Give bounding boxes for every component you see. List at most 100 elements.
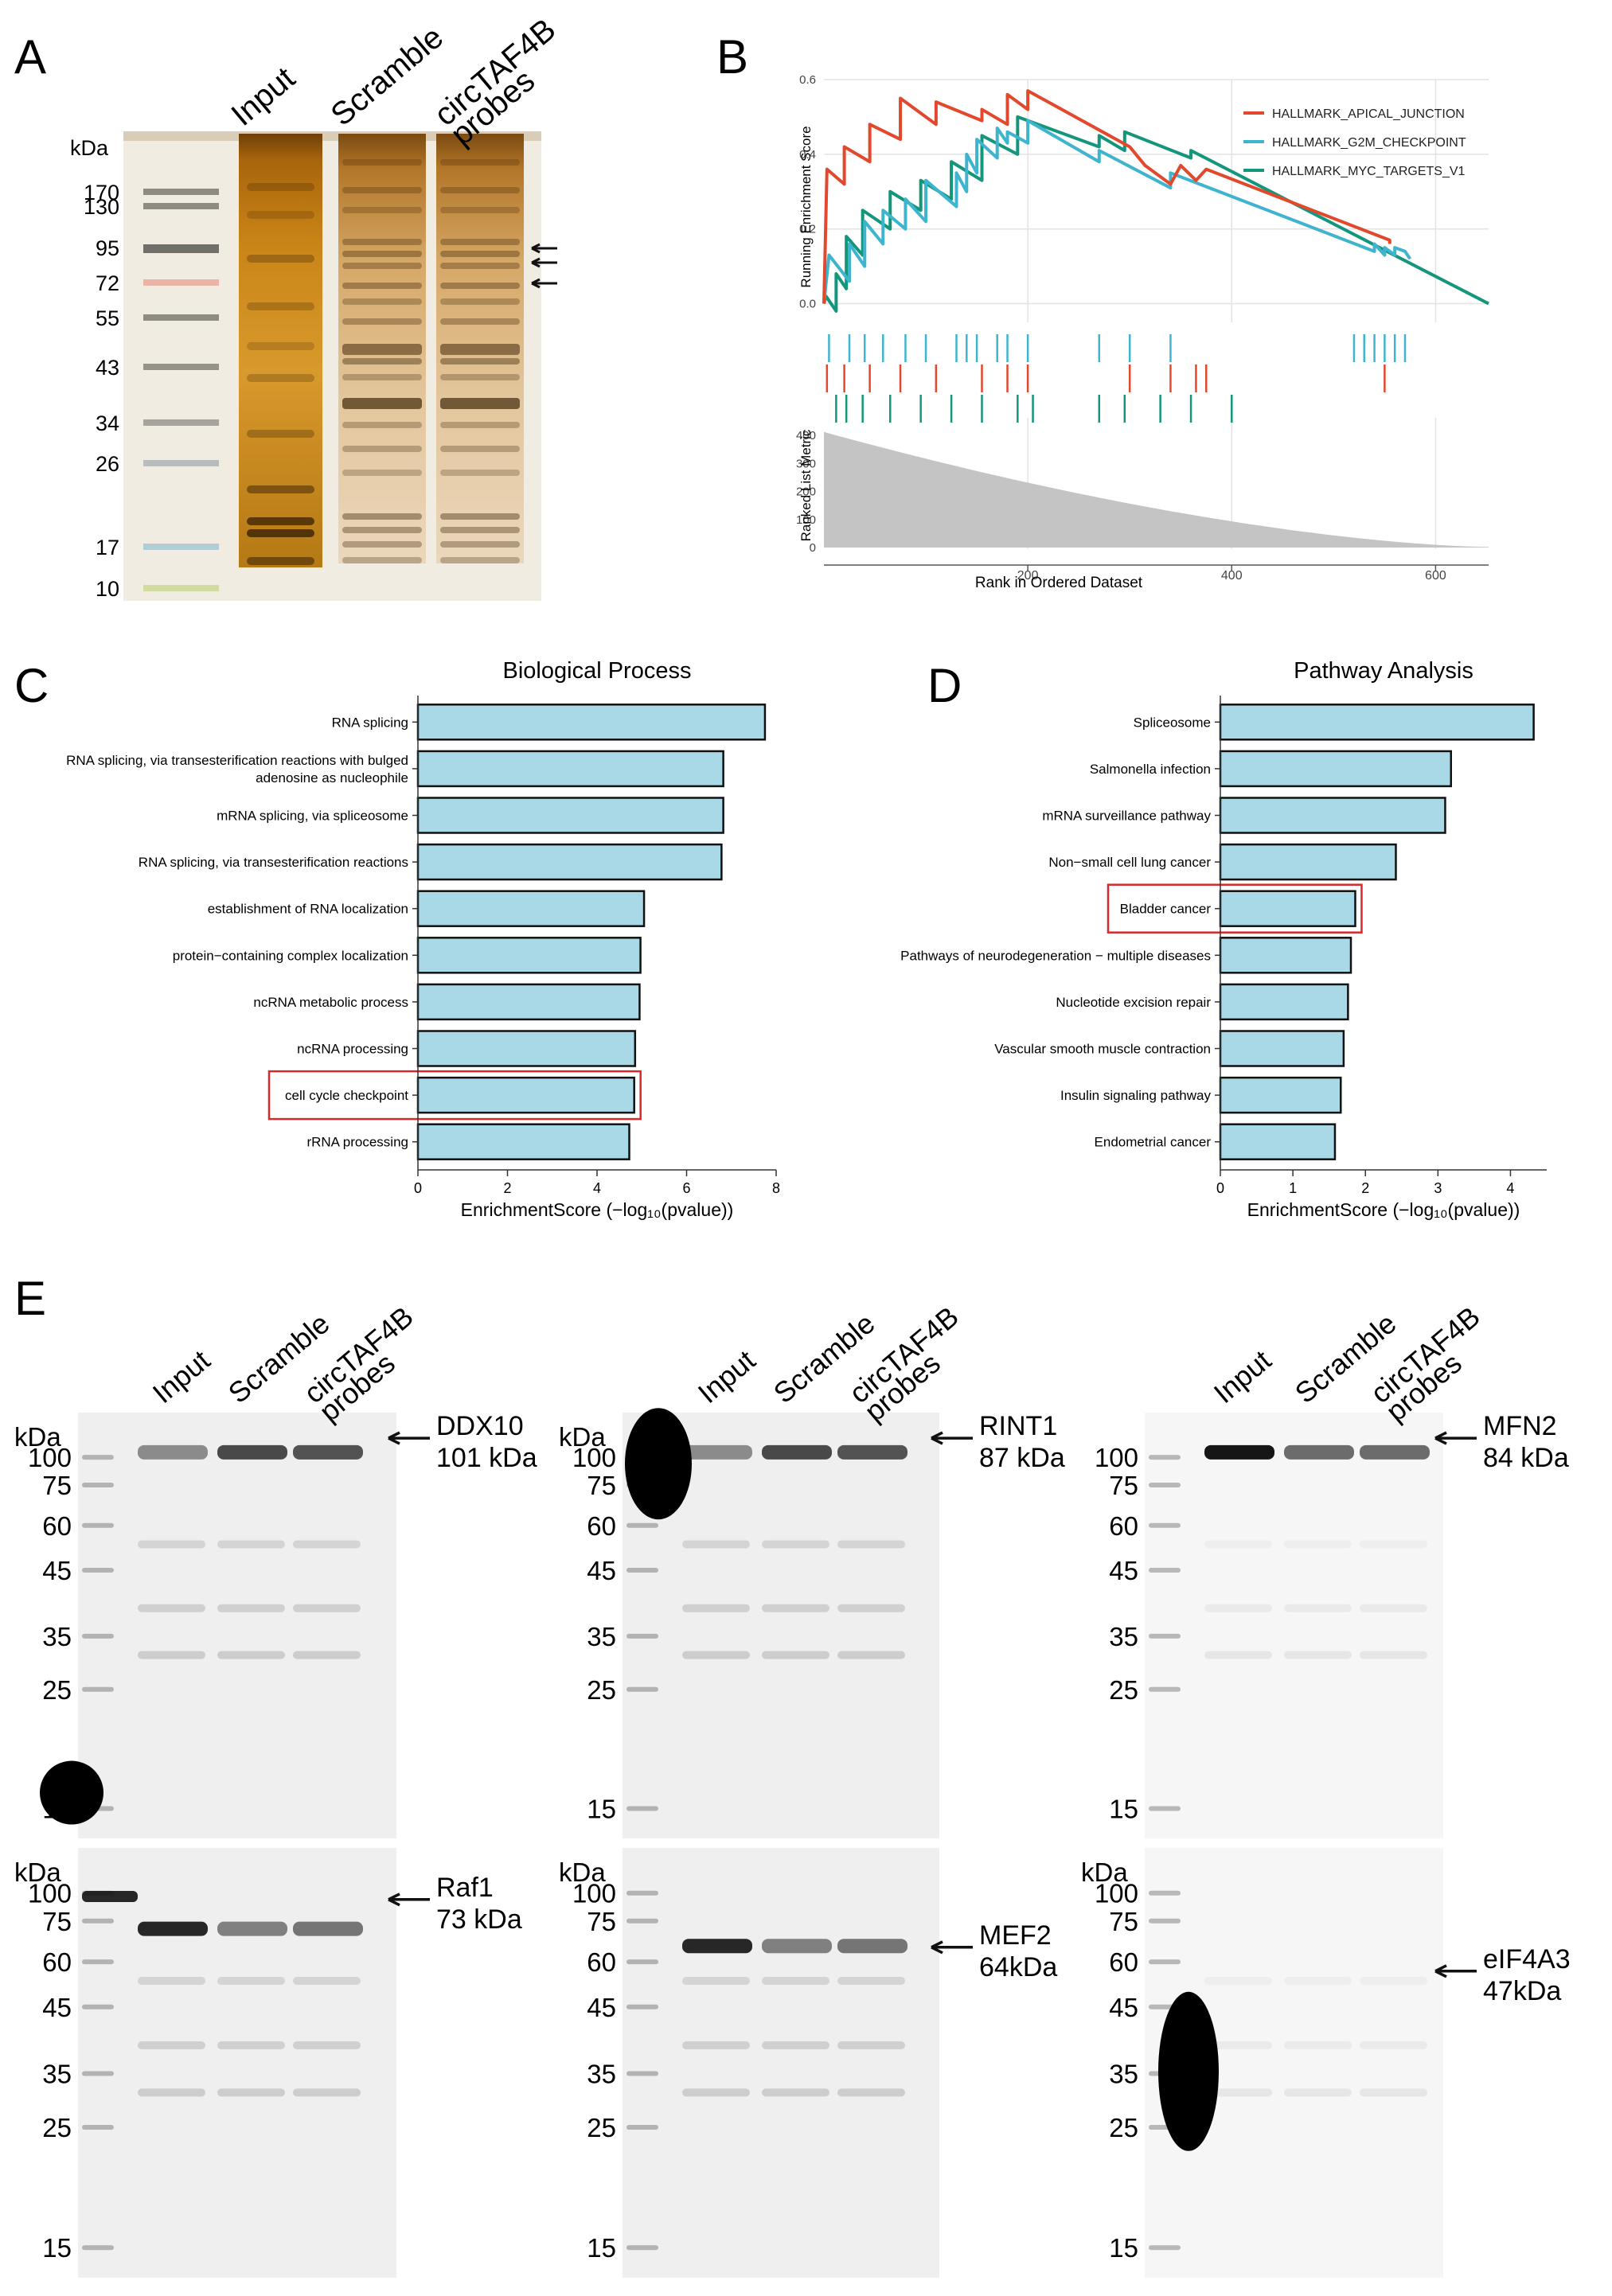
bar-x-tick-1-1: 2 — [503, 1180, 511, 1196]
blot-size-4: 64kDa — [979, 1952, 1057, 1982]
gel-marker-95: 95 — [96, 236, 119, 260]
blot-marker-0-35: 35 — [42, 1622, 72, 1651]
bar-2-4 — [1219, 890, 1356, 927]
bar-2-0 — [1219, 704, 1535, 741]
blot-band-3-2 — [293, 1921, 363, 1936]
blot-marker-1-45: 45 — [587, 1556, 616, 1585]
blot-unit-5: kDa — [1081, 1857, 1128, 1887]
bar-label-2-9: Endometrial cancer — [1095, 1135, 1212, 1150]
bar-x-tick-2-2: 2 — [1361, 1180, 1369, 1196]
blot-marker-2-60: 60 — [1109, 1511, 1138, 1541]
gsea-hit-ticks — [826, 334, 1407, 423]
bar-label-2-0: Spliceosome — [1134, 715, 1211, 730]
blot-size-0: 101 kDa — [436, 1443, 537, 1473]
blot-marker-1-35: 35 — [587, 1622, 616, 1651]
blot-band-3-0 — [138, 1921, 208, 1936]
panel-d-pathway-analysis: D Pathway Analysis Spliceosome Salmonella … — [900, 658, 1547, 1220]
blot-unit-4: kDa — [559, 1857, 606, 1887]
bar-label-2-7: Vascular smooth muscle contraction — [994, 1042, 1211, 1057]
blot-marker-3-45: 45 — [42, 1993, 72, 2022]
bar-x-axis-label-1: EnrichmentScore (−log₁₀(pvalue)) — [461, 1199, 734, 1220]
panel-c-biological-process: C Biological Process RNA splicing RNA spli… — [14, 658, 780, 1220]
bar-1-4 — [416, 890, 646, 927]
bar-x-tick-2-0: 0 — [1216, 1180, 1224, 1196]
gel-marker-130: 130 — [84, 195, 119, 219]
panel-b-gsea-plot: B 200 400 600 0.0 0.2 0.4 0.6 0 100 200 300 400 HA… — [716, 30, 1489, 591]
gsea-metric-tick-200: 200 — [796, 485, 816, 499]
gsea-y-axis-label: Running Enrichment Score — [798, 126, 814, 287]
gsea-y-tick-1: 0.2 — [799, 223, 816, 236]
blot-size-5: 47kDa — [1483, 1976, 1561, 2006]
blot-band-4-0 — [682, 1939, 752, 1954]
panel-letter-a: A — [14, 30, 46, 84]
highlight-box-1 — [267, 1070, 642, 1121]
blot-marker-1-75: 75 — [587, 1471, 616, 1500]
blot-band-1-2 — [837, 1444, 907, 1460]
bar-label-1-2: mRNA splicing, via spliceosome — [217, 809, 408, 824]
gsea-legend-label-2: HALLMARK_MYC_TARGETS_V1 — [1272, 165, 1466, 178]
gel-ladder — [143, 189, 219, 591]
blot-size-2: 84 kDa — [1483, 1443, 1569, 1473]
blot-target-5: eIF4A3 — [1483, 1944, 1571, 1974]
blot-arrow-3 — [388, 1893, 430, 1907]
gsea-x-axis-label: Rank in Ordered Dataset — [975, 575, 1143, 591]
blot-marker-4-25: 25 — [587, 2113, 616, 2142]
bar-label-1-5: protein−containing complex localization — [173, 948, 408, 963]
blot-marker-4-45: 45 — [587, 1993, 616, 2022]
blot-unit-0: kDa — [14, 1422, 61, 1452]
blot-lane-label-1-0: Input — [692, 1343, 762, 1409]
blot-marker-3-25: 25 — [42, 2113, 72, 2142]
gel-marker-72: 72 — [96, 271, 119, 295]
blot-arrow-1 — [931, 1431, 973, 1445]
blot-marker-5-45: 45 — [1109, 1993, 1138, 2022]
blot-marker-0-45: 45 — [42, 1556, 72, 1585]
bar-x-tick-2-4: 4 — [1506, 1180, 1514, 1196]
bar-2-3 — [1219, 843, 1397, 881]
bar-x-tick-2-1: 1 — [1289, 1180, 1297, 1196]
gsea-y-tick-3: 0.6 — [799, 73, 816, 87]
bar-2-1 — [1219, 750, 1452, 788]
bar-chart-pathway-analysis: Pathway Analysis Spliceosome Salmonella in… — [900, 658, 1547, 1220]
bar-1-0 — [416, 704, 767, 741]
blot-marker-5-100: 100 — [1095, 1879, 1138, 1908]
bar-x-tick-1-3: 6 — [682, 1180, 690, 1196]
bar-2-8 — [1219, 1076, 1342, 1114]
panel-e-western-blots: E kDa100756045352515DDX10101 kDakDa10075… — [14, 1272, 1571, 2278]
blot-size-1: 87 kDa — [979, 1443, 1065, 1473]
gel-bands — [247, 159, 520, 565]
gsea-y-tick-2: 0.4 — [799, 148, 816, 162]
gsea-legend: HALLMARK_APICAL_JUNCTION HALLMARK_G2M_CHE… — [1243, 107, 1466, 178]
bar-label-2-6: Nucleotide excision repair — [1056, 995, 1211, 1010]
blot-arrow-5 — [1434, 1964, 1477, 1978]
blot-marker-3-35: 35 — [42, 2060, 72, 2089]
blot-target-4: MEF2 — [979, 1920, 1052, 1951]
highlight-box-2 — [1107, 883, 1363, 934]
blot-lane-label-2-0: Input — [1208, 1343, 1278, 1409]
blot-marker-1-100: 100 — [572, 1443, 616, 1472]
blot-marker-0-60: 60 — [42, 1511, 72, 1541]
bar-label-2-4: Bladder cancer — [1120, 902, 1212, 917]
gel-lane-label-0: Input — [225, 60, 302, 133]
blot-marker-4-75: 75 — [587, 1907, 616, 1936]
bar-chart-title-1: Biological Process — [503, 658, 692, 684]
gsea-y-tick-0: 0.0 — [799, 298, 816, 311]
gel-band-arrows — [531, 243, 557, 289]
blot-target-0: DDX10 — [436, 1411, 524, 1441]
blot-marker-2-35: 35 — [1109, 1622, 1138, 1651]
blot-band-0-0 — [138, 1444, 208, 1460]
bar-label-1-3: RNA splicing, via transesterification re… — [139, 855, 408, 870]
gsea-enrichment-lines — [822, 89, 1489, 313]
panel-letter-c: C — [14, 659, 49, 712]
panel-letter-b: B — [716, 30, 748, 84]
bar-1-2 — [416, 797, 724, 834]
bar-2-2 — [1219, 797, 1446, 834]
blot-marker-3-75: 75 — [42, 1907, 72, 1936]
blot-marker-5-15: 15 — [1109, 2233, 1138, 2263]
blot-marker-2-100: 100 — [1095, 1443, 1138, 1472]
blot-marker-4-15: 15 — [587, 2233, 616, 2263]
bar-label-1-4: establishment of RNA localization — [208, 902, 408, 917]
gel-marker-26: 26 — [96, 452, 119, 476]
blot-marker-5-25: 25 — [1109, 2113, 1138, 2142]
